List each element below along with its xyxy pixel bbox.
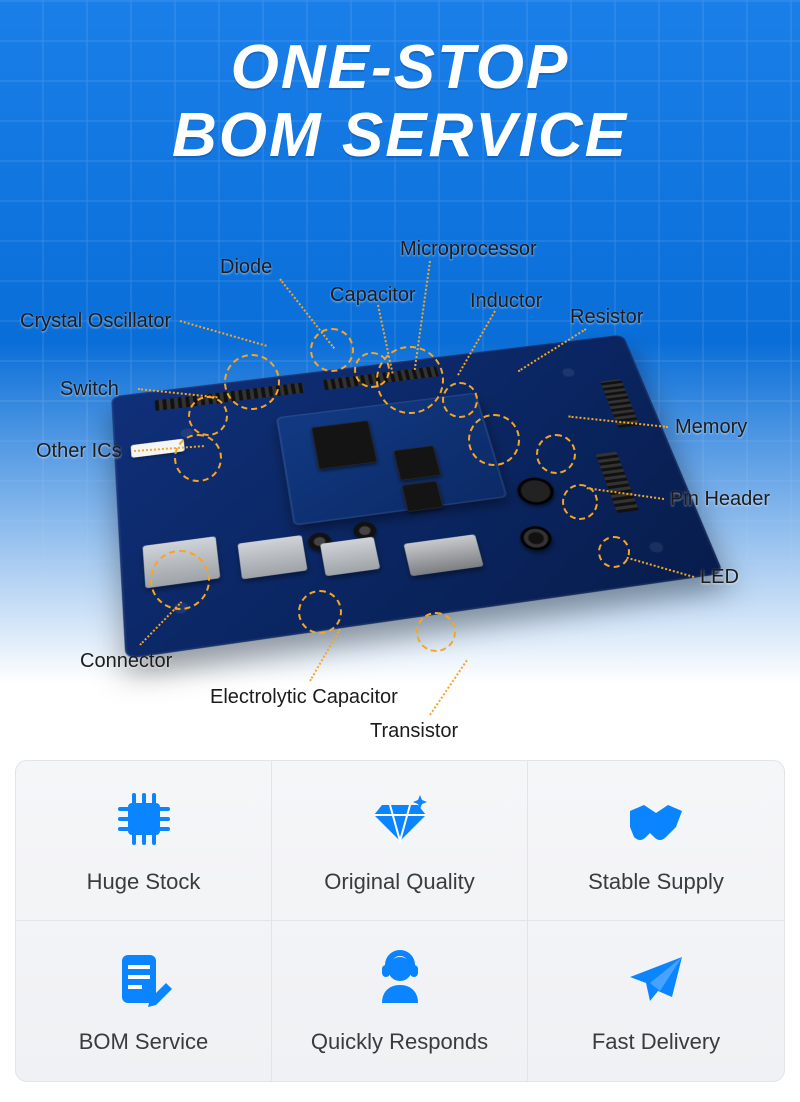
- leader-capacitor: [377, 305, 394, 374]
- board-area: Diode Capacitor Microprocessor Inductor Resi…: [0, 220, 800, 740]
- dash-marker-8: [536, 434, 576, 474]
- diamond-icon: [368, 787, 432, 851]
- callout-pin_header: Pin Header: [670, 488, 770, 511]
- hero: ONE-STOP BOM SERVICE Diode Capacitor Micro…: [0, 0, 800, 760]
- callout-inductor: Inductor: [470, 290, 542, 313]
- dash-marker-1: [354, 352, 390, 388]
- feature-fast-delivery: Fast Delivery: [528, 921, 784, 1081]
- leader-electrolytic: [309, 629, 341, 682]
- leader-other_ics: [134, 445, 204, 452]
- feature-label: BOM Service: [79, 1029, 209, 1055]
- dash-marker-5: [224, 354, 280, 410]
- callout-led: LED: [700, 566, 739, 589]
- leader-crystal: [180, 320, 267, 347]
- callout-resistor: Resistor: [570, 306, 643, 329]
- callout-electrolytic: Electrolytic Capacitor: [210, 686, 398, 709]
- dash-marker-0: [310, 328, 354, 372]
- dash-marker-2: [376, 346, 444, 414]
- feature-label: Original Quality: [324, 869, 474, 895]
- feature-label: Quickly Responds: [311, 1029, 488, 1055]
- dash-marker-12: [298, 590, 342, 634]
- callout-crystal: Crystal Oscillator: [20, 310, 171, 333]
- leader-resistor: [518, 328, 587, 372]
- leader-switch: [138, 388, 218, 398]
- handshake-icon: [624, 787, 688, 851]
- callout-other_ics: Other ICs: [36, 440, 122, 463]
- leader-pin_header: [587, 487, 665, 500]
- leader-led: [626, 557, 694, 578]
- callout-microprocessor: Microprocessor: [400, 238, 537, 261]
- callout-memory: Memory: [675, 416, 747, 439]
- dash-marker-10: [598, 536, 630, 568]
- support-icon: [368, 947, 432, 1011]
- feature-label: Stable Supply: [588, 869, 724, 895]
- feature-original-quality: Original Quality: [272, 761, 528, 921]
- dash-marker-6: [188, 396, 228, 436]
- callout-switch: Switch: [60, 378, 119, 401]
- hero-title: ONE-STOP BOM SERVICE: [0, 0, 800, 170]
- callouts-layer: Diode Capacitor Microprocessor Inductor Resi…: [0, 220, 800, 740]
- leader-connector: [139, 601, 182, 646]
- feature-quickly-responds: Quickly Responds: [272, 921, 528, 1081]
- dash-marker-4: [468, 414, 520, 466]
- feature-label: Fast Delivery: [592, 1029, 720, 1055]
- leader-diode: [279, 278, 335, 349]
- leader-inductor: [457, 311, 496, 376]
- dash-marker-13: [416, 612, 456, 652]
- title-line-2: BOM SERVICE: [0, 102, 800, 170]
- leader-transistor: [429, 660, 468, 716]
- plane-icon: [624, 947, 688, 1011]
- feature-label: Huge Stock: [87, 869, 201, 895]
- feature-stable-supply: Stable Supply: [528, 761, 784, 921]
- chip-icon: [112, 787, 176, 851]
- callout-diode: Diode: [220, 256, 272, 279]
- callout-transistor: Transistor: [370, 720, 458, 743]
- dash-marker-3: [442, 382, 478, 418]
- note-icon: [112, 947, 176, 1011]
- leader-microprocessor: [414, 261, 431, 370]
- callout-capacitor: Capacitor: [330, 284, 416, 307]
- dash-marker-7: [174, 434, 222, 482]
- leader-memory: [568, 416, 668, 428]
- callout-connector: Connector: [80, 650, 172, 673]
- feature-bom-service: BOM Service: [16, 921, 272, 1081]
- feature-huge-stock: Huge Stock: [16, 761, 272, 921]
- title-line-1: ONE-STOP: [0, 34, 800, 102]
- features-grid: Huge Stock Original Quality Stable Suppl…: [15, 760, 785, 1082]
